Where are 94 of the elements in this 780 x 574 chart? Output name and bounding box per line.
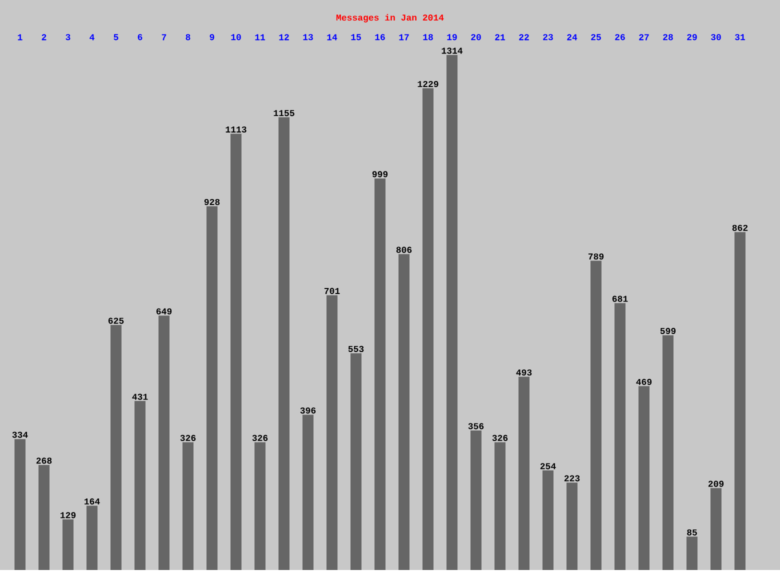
x-tick-label: 20	[471, 34, 481, 40]
data-label: 553	[348, 346, 364, 352]
data-label: 431	[132, 394, 148, 400]
data-label: 209	[708, 480, 724, 487]
data-label: 493	[516, 369, 532, 376]
chart-title: Messages in Jan 2014	[336, 14, 444, 22]
bar	[302, 414, 314, 570]
bar	[662, 335, 674, 570]
data-label: 789	[588, 253, 604, 260]
bar	[86, 506, 98, 570]
x-tick-label: 4	[90, 34, 94, 40]
bar	[38, 464, 50, 570]
bar	[110, 324, 122, 570]
x-tick-label: 15	[351, 34, 361, 40]
data-label: 164	[84, 498, 100, 504]
data-label: 334	[12, 432, 28, 438]
x-tick-label: 23	[543, 34, 553, 40]
bar	[326, 295, 338, 570]
data-label: 806	[396, 246, 412, 253]
x-tick-label: 7	[162, 34, 166, 40]
bar	[254, 442, 266, 570]
x-tick-label: 11	[255, 34, 266, 40]
data-label: 862	[732, 224, 748, 231]
data-label: 999	[372, 171, 388, 178]
x-tick-label: 28	[663, 34, 673, 40]
data-label: 254	[540, 463, 556, 470]
data-label: 396	[300, 407, 316, 414]
data-label: 223	[564, 475, 580, 482]
x-tick-label: 31	[735, 34, 746, 40]
x-tick-label: 24	[567, 34, 578, 40]
bar	[494, 442, 506, 570]
bar	[206, 206, 218, 570]
bar	[398, 254, 410, 570]
bar	[134, 400, 146, 570]
x-tick-label: 29	[687, 34, 697, 40]
x-tick-label: 9	[210, 34, 214, 40]
data-label: 129	[60, 512, 76, 518]
x-tick-label: 22	[519, 34, 529, 40]
data-label: 326	[492, 434, 508, 441]
x-tick-label: 6	[138, 34, 142, 40]
bar	[638, 386, 650, 570]
bar	[278, 117, 290, 570]
data-label: 1155	[274, 110, 294, 116]
data-label: 649	[156, 308, 172, 314]
data-label: 625	[108, 318, 124, 324]
data-label: 326	[180, 434, 196, 441]
bar	[446, 54, 458, 570]
data-label: 701	[324, 288, 340, 294]
bar	[542, 470, 554, 570]
bar	[470, 430, 482, 570]
data-label: 326	[252, 434, 268, 441]
x-tick-label: 1	[18, 34, 22, 40]
x-tick-label: 17	[399, 34, 409, 40]
x-tick-label: 13	[303, 34, 313, 40]
data-label: 85	[687, 529, 697, 536]
bar	[566, 482, 578, 570]
x-tick-label: 19	[447, 34, 457, 40]
bar	[710, 488, 722, 570]
x-tick-label: 14	[327, 34, 338, 40]
data-label: 1113	[226, 126, 246, 132]
bar	[518, 376, 530, 570]
x-tick-label: 27	[639, 34, 649, 40]
x-tick-label: 30	[711, 34, 721, 40]
data-label: 599	[660, 328, 676, 334]
bar	[590, 260, 602, 570]
data-label: 268	[36, 458, 52, 464]
bar	[734, 232, 746, 570]
x-tick-label: 21	[495, 34, 506, 40]
bar	[230, 134, 242, 570]
bar	[158, 316, 170, 570]
bar	[14, 438, 26, 570]
x-tick-label: 16	[375, 34, 385, 40]
x-tick-label: 26	[615, 34, 625, 40]
bar	[374, 178, 386, 570]
bar	[422, 88, 434, 570]
x-tick-label: 18	[423, 34, 433, 40]
data-label: 1229	[418, 80, 438, 87]
x-tick-label: 2	[42, 34, 46, 40]
x-tick-label: 12	[279, 34, 289, 40]
bar	[62, 519, 74, 570]
x-tick-label: 3	[66, 34, 70, 40]
bar	[350, 353, 362, 570]
bar	[686, 536, 698, 570]
x-tick-label: 5	[114, 34, 118, 40]
data-label: 1314	[442, 48, 463, 54]
data-label: 356	[468, 423, 484, 430]
data-label: 928	[204, 198, 220, 205]
bar	[182, 442, 194, 570]
x-tick-label: 8	[186, 34, 190, 40]
data-label: 469	[636, 378, 652, 385]
data-label: 681	[612, 296, 628, 302]
x-tick-label: 25	[591, 34, 601, 40]
bar	[614, 302, 626, 570]
x-tick-label: 10	[231, 34, 241, 40]
